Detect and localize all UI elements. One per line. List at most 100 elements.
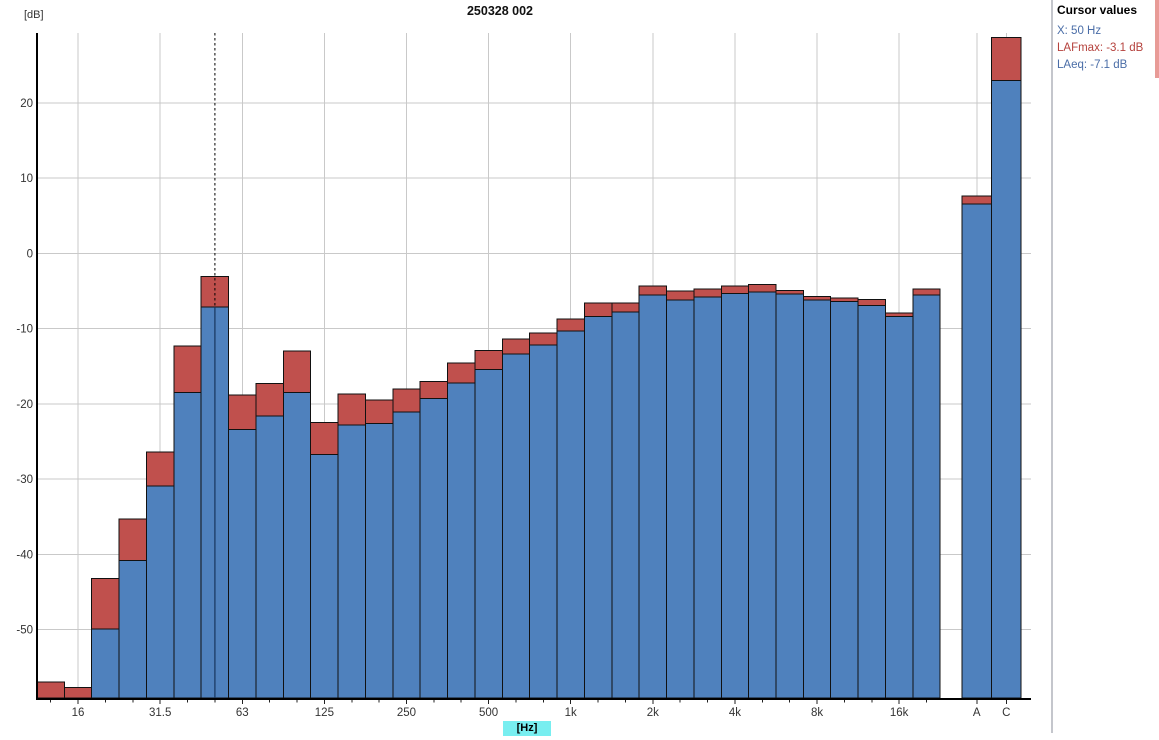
bar-lafmax-16[interactable] [63,686,93,699]
x-tick-label-63: 63 [236,707,249,719]
bar-laeq-315[interactable] [419,398,449,699]
bar-laeq-12.5k[interactable] [857,304,886,699]
bar-lafmax-800[interactable] [529,332,558,346]
y-tick-label: -50 [16,625,33,637]
bar-lafmax-160[interactable] [337,393,366,426]
bar-laeq-4k[interactable] [720,292,750,699]
bar-lafmax-16k[interactable] [884,312,914,318]
bar-laeq-125[interactable] [310,453,339,699]
bar-lafmax-500[interactable] [474,349,503,370]
bar-laeq-400[interactable] [447,382,476,699]
bar-laeq-200[interactable] [364,422,394,699]
panel-separator [1051,0,1053,733]
cursor-lafmax-value: LAFmax: -3.1 dB [1057,42,1144,54]
bar-laeq-8k[interactable] [802,299,832,699]
bar-laeq-2k[interactable] [638,294,668,699]
x-tick-label-125: 125 [315,707,334,719]
bar-lafmax-80[interactable] [255,383,284,417]
bar-lafmax-10k[interactable] [830,297,859,303]
x-tick-label-A: A [973,707,981,719]
bar-laeq-6.3k[interactable] [775,293,804,699]
bar-lafmax-1k[interactable] [556,318,585,332]
bar-lafmax-6.3k[interactable] [775,289,804,295]
bar-laeq-250[interactable] [392,411,421,699]
x-tick-label-16: 16 [72,707,85,719]
cursor-values-panel: Cursor values X: 50 Hz LAFmax: -3.1 dB L… [1057,3,1157,74]
y-tick-label: 20 [20,98,33,110]
y-tick-label: 10 [20,173,33,185]
bar-lafmax-250[interactable] [392,388,421,413]
x-axis-line [36,698,1031,700]
bar-lafmax-125[interactable] [310,422,339,455]
bar-laeq-100[interactable] [282,392,312,699]
cursor-x-value: X: 50 Hz [1057,25,1102,37]
bar-lafmax-200[interactable] [364,399,394,424]
cursor-panel-title: Cursor values [1057,3,1138,17]
bar-lafmax-1.25k[interactable] [583,302,613,318]
bar-lafmax-20[interactable] [91,577,120,630]
y-tick-label: -20 [16,399,33,411]
bar-laeq-2.5k[interactable] [666,299,695,699]
y-tick-label: -10 [16,324,33,336]
x-tick-label-31.5: 31.5 [149,707,171,719]
bar-laeq-20[interactable] [91,628,120,699]
screen-edge-accent [1155,0,1159,78]
bar-lafmax-2.5k[interactable] [666,290,695,301]
bar-laeq-10k[interactable] [830,301,859,699]
bar-lafmax-31.5[interactable] [145,451,175,487]
bar-laeq-C[interactable] [991,79,1022,699]
bar-laeq-40[interactable] [173,392,202,699]
x-tick-label-8k: 8k [811,707,823,719]
x-tick-label-1k: 1k [565,707,577,719]
y-tick-label: 0 [27,248,33,260]
bar-lafmax-12.5[interactable] [36,681,65,699]
bar-lafmax-100[interactable] [282,350,312,394]
x-axis-unit-label[interactable]: [Hz] [503,721,551,736]
bar-laeq-63[interactable] [228,428,257,699]
bar-laeq-1k[interactable] [556,330,585,699]
bar-laeq-3.15k[interactable] [693,296,722,699]
y-axis-line [36,33,38,700]
bar-laeq-160[interactable] [337,424,366,699]
bar-lafmax-2k[interactable] [638,285,668,296]
bar-lafmax-40[interactable] [173,345,202,394]
bar-laeq-31.5[interactable] [145,485,175,699]
bar-lafmax-8k[interactable] [802,295,832,301]
bar-lafmax-3.15k[interactable] [693,288,722,298]
bar-lafmax-25[interactable] [118,518,147,561]
x-tick-label-16k: 16k [890,707,909,719]
bar-lafmax-4k[interactable] [720,285,750,294]
x-tick-label-4k: 4k [729,707,741,719]
bar-laeq-1.6k[interactable] [611,311,640,699]
bar-lafmax-12.5k[interactable] [857,298,886,306]
bar-lafmax-5k[interactable] [748,283,777,293]
x-tick-label-500: 500 [479,707,498,719]
bar-laeq-5k[interactable] [748,291,777,699]
bar-laeq-20k[interactable] [912,294,941,699]
bar-laeq-500[interactable] [474,368,503,699]
bar-lafmax-20k[interactable] [912,288,941,296]
cursor-laeq-value: LAeq: -7.1 dB [1057,59,1128,71]
bar-laeq-A[interactable] [961,203,992,699]
bar-lafmax-50[interactable] [200,276,230,308]
bar-laeq-25[interactable] [118,559,147,699]
y-axis-unit-label: [dB] [24,9,44,21]
chart-title: 250328 002 [466,4,534,18]
bar-laeq-80[interactable] [255,415,284,699]
bar-lafmax-630[interactable] [501,338,531,355]
x-tick-label-2k: 2k [647,707,659,719]
x-tick-label-250: 250 [397,707,416,719]
bar-laeq-800[interactable] [529,344,558,699]
bar-lafmax-315[interactable] [419,380,449,400]
y-tick-label: -30 [16,474,33,486]
bar-laeq-1.25k[interactable] [583,316,613,699]
bar-lafmax-400[interactable] [447,362,476,384]
bar-lafmax-C[interactable] [991,37,1022,81]
bar-laeq-630[interactable] [501,353,531,699]
bar-lafmax-A[interactable] [961,195,992,205]
bar-lafmax-1.6k[interactable] [611,302,640,313]
bar-laeq-16k[interactable] [884,316,914,699]
bar-lafmax-63[interactable] [228,394,257,430]
